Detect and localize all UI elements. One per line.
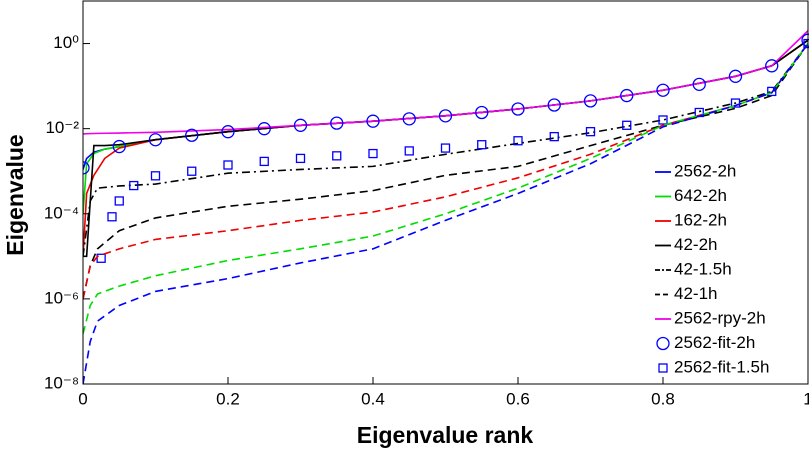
x-tick-label: 0.8: [651, 389, 675, 408]
x-tick-label: 0.6: [506, 389, 530, 408]
square-marker: [440, 143, 451, 153]
square-marker: [114, 196, 124, 206]
square-marker: [150, 171, 161, 181]
square-marker: [129, 180, 139, 191]
circle-marker: [728, 69, 743, 83]
circle-marker: [185, 128, 199, 142]
y-tick-label: 10⁻⁸: [44, 373, 79, 392]
series-line: [83, 43, 809, 300]
circle-marker: [656, 336, 670, 351]
legend-label: 2562-fit-1.5h: [674, 357, 769, 376]
square-marker: [404, 146, 414, 156]
square-marker: [585, 127, 596, 137]
legend-label: 42-1h: [674, 284, 717, 303]
legend-label: 2562-2h: [674, 161, 736, 180]
square-marker: [658, 115, 668, 125]
circle-marker: [438, 109, 453, 123]
legend-label: 42-1.5h: [674, 259, 732, 278]
circle-marker: [511, 102, 525, 116]
y-tick-label: 10⁰: [53, 33, 79, 52]
square-marker: [96, 253, 106, 263]
legend-label: 42-2h: [674, 235, 717, 254]
circle-marker: [547, 98, 561, 112]
y-axis-label: Eigenvalue: [2, 134, 28, 255]
x-axis-label: Eigenvalue rank: [357, 422, 534, 448]
square-marker: [767, 86, 777, 97]
square-marker: [223, 160, 233, 170]
x-tick-label: 0: [78, 389, 87, 408]
series-line: [83, 43, 809, 385]
legend-label: 642-2h: [674, 186, 727, 205]
square-marker: [187, 166, 197, 176]
square-marker: [295, 153, 306, 164]
circle-marker: [475, 105, 489, 120]
square-marker: [513, 136, 523, 146]
circle-marker: [112, 139, 126, 154]
circle-marker: [83, 161, 90, 175]
series-line: [83, 30, 809, 135]
circle-marker: [583, 94, 598, 108]
circle-marker: [765, 59, 779, 73]
circle-marker: [402, 112, 416, 126]
square-marker: [477, 140, 487, 150]
plot-frame: [82, 0, 809, 385]
square-marker: [549, 131, 559, 142]
x-tick-label: 1: [803, 389, 809, 408]
y-tick-label: 10⁻⁶: [44, 288, 79, 307]
circle-marker: [293, 118, 308, 132]
legend-label: 2562-rpy-2h: [674, 308, 766, 327]
x-tick-label: 0.4: [361, 389, 385, 408]
circle-marker: [692, 77, 706, 91]
square-marker: [332, 151, 342, 161]
legend-label: 162-2h: [674, 210, 727, 229]
square-marker: [259, 156, 269, 167]
circle-marker: [330, 116, 344, 130]
square-marker: [368, 148, 378, 159]
square-marker: [658, 363, 668, 373]
circle-marker: [221, 125, 235, 139]
y-tick-label: 10⁻⁴: [44, 203, 79, 222]
square-marker: [730, 98, 741, 108]
square-marker: [107, 212, 117, 222]
x-tick-label: 0.2: [216, 389, 240, 408]
circle-marker: [366, 114, 380, 128]
legend-label: 2562-fit-2h: [674, 333, 755, 352]
circle-marker: [257, 122, 271, 136]
circle-marker: [148, 133, 163, 147]
square-marker: [622, 120, 632, 130]
circle-marker: [620, 88, 634, 103]
circle-marker: [656, 83, 670, 97]
series-line: [83, 43, 809, 257]
series-line: [83, 39, 809, 170]
plot-area: [83, 30, 809, 385]
y-tick-label: 10⁻²: [45, 118, 79, 137]
